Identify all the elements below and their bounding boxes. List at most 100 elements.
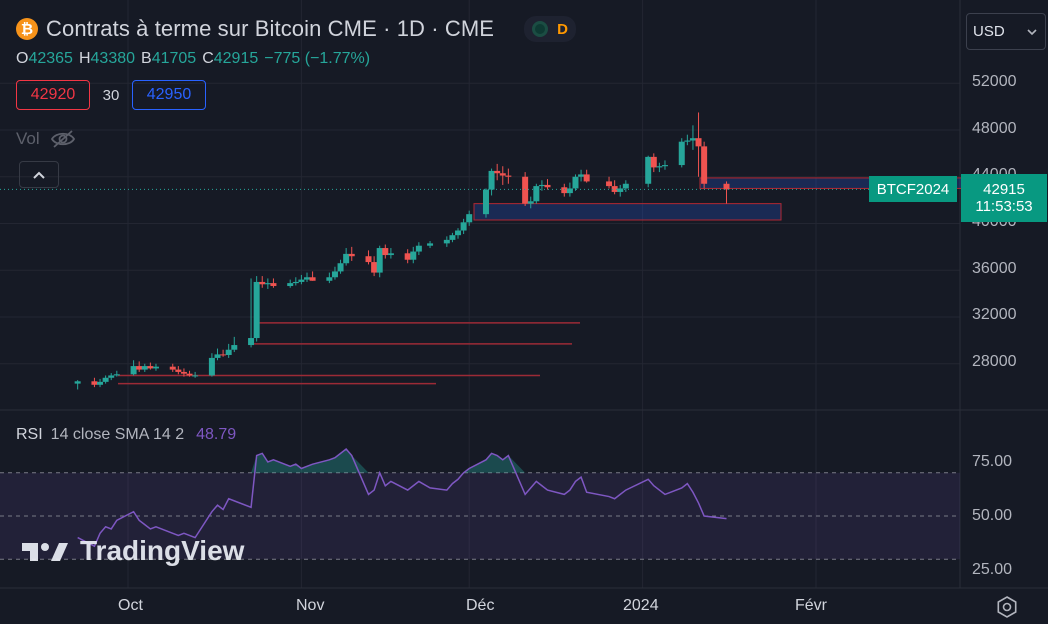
price-tick: 52000	[972, 73, 1017, 90]
candle-up	[113, 374, 120, 376]
rsi-tick: 50.00	[972, 507, 1013, 524]
candle-down	[169, 366, 176, 370]
open-label: O	[16, 50, 29, 67]
candle-up	[152, 366, 159, 369]
time-tick: 2024	[623, 597, 659, 614]
rsi-tick: 75.00	[972, 453, 1013, 470]
candle-up	[645, 156, 652, 184]
close-label: C	[202, 50, 214, 67]
rsi-label: RSI	[16, 426, 43, 443]
candle-down	[186, 373, 193, 376]
demand-zone	[473, 203, 782, 221]
candle-up	[578, 174, 585, 177]
candle-down	[494, 170, 501, 174]
chevron-up-icon	[33, 171, 45, 179]
candle-up	[231, 345, 238, 350]
rsi-line	[77, 448, 727, 548]
eye-off-icon[interactable]	[50, 128, 76, 150]
price-tick: 28000	[972, 353, 1017, 370]
price-tick: 36000	[972, 260, 1017, 277]
candle-up	[387, 253, 394, 256]
last-price-value: 42915	[983, 181, 1025, 198]
candle-up	[684, 140, 691, 142]
candle-down	[611, 186, 618, 192]
time-tick: Déc	[466, 597, 495, 614]
candle-up	[661, 165, 668, 167]
candle-down	[91, 381, 98, 385]
candle-down	[259, 281, 266, 285]
candle-up	[460, 222, 467, 231]
candle-up	[248, 338, 255, 346]
market-open-icon	[532, 21, 549, 37]
candle-up	[264, 283, 271, 285]
candle-down	[499, 173, 506, 176]
candle-down	[220, 354, 227, 356]
candle-up	[656, 166, 663, 168]
chevron-down-icon	[1027, 28, 1037, 35]
candle-up	[287, 283, 294, 287]
candle-up	[253, 281, 260, 339]
bitcoin-symbol: ₿	[20, 20, 34, 38]
rsi-tick: 25.00	[972, 561, 1013, 578]
candle-down	[606, 181, 613, 187]
sell-price-box[interactable]: 42920	[16, 80, 90, 110]
candle-down	[404, 253, 411, 260]
candle-up	[130, 366, 137, 375]
tradingview-logo[interactable]: TradingView	[20, 535, 244, 567]
symbol-title[interactable]: Contrats à terme sur Bitcoin CME · 1D · …	[46, 16, 495, 41]
candle-down	[723, 183, 730, 190]
candle-up	[214, 354, 221, 358]
candle-down	[147, 366, 154, 369]
candle-up	[449, 235, 456, 240]
candle-down	[583, 174, 590, 182]
candle-up	[74, 381, 81, 384]
candle-up	[488, 170, 495, 190]
rsi-value: 48.79	[196, 426, 237, 443]
candle-up	[292, 281, 299, 284]
candle-down	[701, 146, 708, 184]
candle-up	[533, 186, 540, 202]
candle-up	[482, 189, 489, 215]
candle-up	[225, 349, 232, 355]
open-value: 42365	[28, 50, 73, 67]
time-tick: Nov	[296, 597, 325, 614]
rsi-overbought-fill	[251, 449, 526, 473]
buy-price-box[interactable]: 42950	[132, 80, 206, 110]
market-status-badge[interactable]: D	[524, 16, 576, 42]
price-tick: 48000	[972, 120, 1017, 137]
symbol-price-tag: BTCF2024	[869, 176, 957, 202]
high-value: 43380	[90, 50, 136, 67]
candle-down	[365, 256, 372, 263]
candle-up	[102, 377, 109, 382]
candle-down	[371, 262, 378, 273]
currency-value: USD	[973, 23, 1005, 40]
time-tick: Oct	[118, 597, 143, 614]
candle-up	[689, 138, 696, 141]
last-price-tag: 42915 11:53:53	[961, 174, 1047, 222]
candle-up	[343, 253, 350, 264]
candle-down	[522, 176, 529, 204]
tradingview-logo-text: TradingView	[80, 535, 245, 566]
candle-up	[97, 381, 104, 385]
candle-up	[617, 188, 624, 192]
collapse-legend-button[interactable]	[19, 161, 59, 188]
candle-down	[650, 156, 657, 168]
candle-down	[561, 187, 568, 194]
candle-up	[337, 263, 344, 272]
currency-select[interactable]: USD	[966, 13, 1046, 50]
volume-label: Vol	[16, 129, 40, 148]
bar-countdown: 11:53:53	[975, 198, 1033, 215]
high-label: H	[78, 50, 91, 67]
candle-up	[678, 141, 685, 166]
candle-down	[544, 184, 551, 188]
ohlc-legend: O42365 H43380 B41705 C42915 −775 (−1.77%…	[16, 50, 370, 68]
candle-up	[538, 184, 545, 187]
candle-down	[180, 371, 187, 374]
candle-up	[415, 245, 422, 252]
candle-down	[505, 175, 512, 177]
candle-up	[141, 366, 148, 370]
candle-up	[622, 183, 629, 189]
low-label: B	[141, 50, 152, 67]
candle-up	[376, 248, 383, 273]
chart-settings-icon[interactable]	[996, 596, 1018, 618]
